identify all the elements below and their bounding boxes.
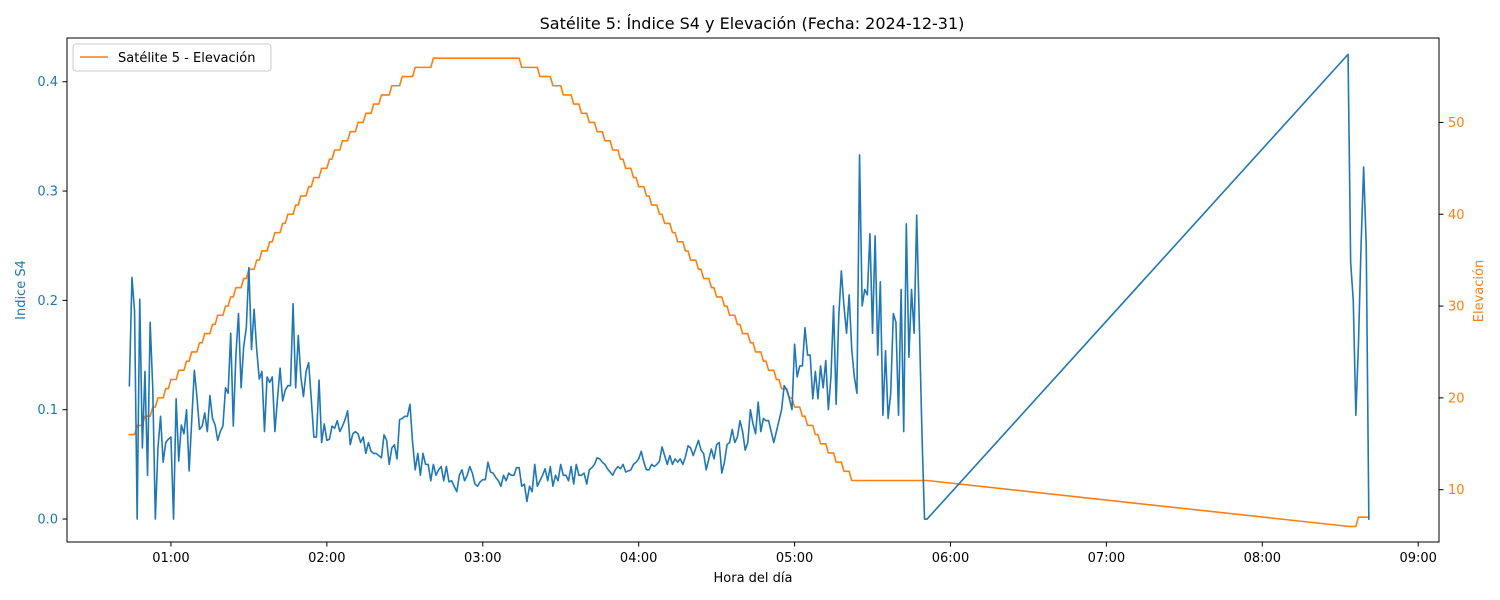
x-tick-label: 04:00 (620, 551, 657, 566)
x-tick-label: 06:00 (932, 551, 969, 566)
y-right-tick-label: 10 (1448, 483, 1465, 498)
x-tick-label: 02:00 (308, 551, 345, 566)
y-left-tick-label: 0.2 (37, 294, 58, 309)
legend: Satélite 5 - Elevación (72, 43, 272, 72)
chart-title: Satélite 5: Índice S4 y Elevación (Fecha… (540, 14, 965, 33)
y-right-tick-label: 20 (1448, 391, 1465, 406)
x-axis-label: Hora del día (714, 571, 793, 586)
y-right-tick-label: 30 (1448, 300, 1465, 315)
y-axis-right: 10 20 30 40 50 (1439, 116, 1465, 498)
x-axis: 01:00 02:00 03:00 04:00 05:00 06:00 07:00 08:00… (152, 542, 1437, 566)
x-tick-label: 05:00 (776, 551, 813, 566)
legend-box (72, 43, 272, 72)
series-layer (128, 53, 1370, 528)
x-tick-label: 03:00 (464, 551, 501, 566)
y-axis-right-label: Elevación (1472, 260, 1487, 322)
x-tick-label: 07:00 (1088, 551, 1125, 566)
y-axis-left: 0.0 0.1 0.2 0.3 0.4 (37, 75, 67, 528)
x-tick-label: 08:00 (1244, 551, 1281, 566)
x-tick-label: 09:00 (1399, 551, 1436, 566)
y-axis-left-label: Indice S4 (14, 260, 29, 320)
y-left-tick-label: 0.3 (37, 185, 58, 200)
series-line-elevation (128, 57, 1370, 528)
series-line-s4 (128, 53, 1370, 520)
y-left-tick-label: 0.0 (37, 513, 58, 528)
y-right-tick-label: 50 (1448, 116, 1465, 131)
plot-frame (66, 37, 1440, 543)
y-left-tick-label: 0.1 (37, 403, 58, 418)
legend-label-elevation: Satélite 5 - Elevación (118, 51, 255, 66)
x-tick-label: 01:00 (152, 551, 189, 566)
y-right-tick-label: 40 (1448, 208, 1465, 223)
y-left-tick-label: 0.4 (37, 75, 58, 90)
